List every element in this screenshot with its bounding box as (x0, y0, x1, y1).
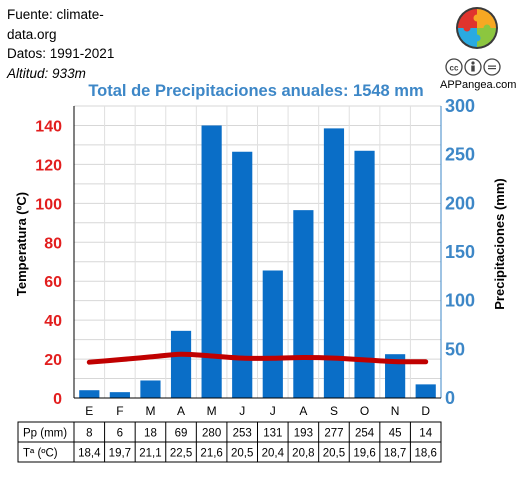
precipitation-bar (385, 354, 406, 398)
table-cell: 20,5 (323, 448, 345, 460)
table-cell: 21,6 (200, 448, 222, 460)
left-axis-ticks: 0 20 40 60 80 100 120 140 (35, 118, 62, 408)
table-cell: 193 (294, 428, 313, 440)
table-cell: 20,8 (292, 448, 314, 460)
left-tick-label: 0 (53, 391, 62, 408)
month-label: F (116, 404, 123, 418)
table-cell: 8 (86, 428, 92, 440)
month-label: D (421, 404, 430, 418)
left-tick-label: 140 (35, 118, 62, 135)
source-label: Fuente: climate- (7, 7, 104, 22)
right-tick-label: 300 (445, 96, 475, 116)
table-cell: 20,5 (231, 448, 253, 460)
metadata-block: Fuente: climate- data.org Datos: 1991-20… (7, 5, 114, 83)
table-cell: 22,5 (170, 448, 192, 460)
left-tick-label: 60 (44, 274, 62, 291)
month-label: J (239, 404, 245, 418)
temperature-line-layer (86, 351, 429, 365)
month-label: O (360, 404, 369, 418)
right-tick-label: 100 (445, 291, 475, 311)
precipitation-bar (354, 150, 375, 398)
month-label: S (330, 404, 338, 418)
month-label: N (391, 404, 400, 418)
table-cell: 254 (355, 428, 375, 440)
table-cell: 20,4 (262, 448, 285, 460)
precipitation-bar (323, 128, 345, 399)
table-cell: 18,4 (78, 448, 101, 460)
precipitation-bar (232, 151, 253, 398)
month-label: A (299, 404, 307, 418)
altitude: Altitud: 933m (7, 64, 114, 84)
table-cell: 19,6 (353, 448, 375, 460)
left-tick-label: 20 (44, 352, 62, 369)
table-cell: 280 (202, 428, 221, 440)
precipitation-bar (293, 210, 314, 398)
right-tick-label: 0 (445, 388, 455, 408)
table-cell: 6 (117, 428, 123, 440)
data-table: Pp (mm) 8 6 18 69 280 253 131 193 277 254 45 14 Tª (º… (17, 421, 442, 463)
table-cell: 19,7 (109, 448, 131, 460)
left-tick-label: 80 (44, 235, 62, 252)
table-cell: 18,7 (384, 448, 406, 460)
month-label: J (270, 404, 276, 418)
table-cell: 18 (144, 428, 157, 440)
table-cell: 69 (175, 428, 188, 440)
source-label-continued: data.org (7, 26, 57, 42)
svg-text:cc: cc (450, 64, 459, 73)
temperature-line (86, 351, 429, 365)
chart-title: Total de Precipitaciones anuales: 1548 m… (88, 82, 423, 100)
right-axis-label: Precipitaciones (mm) (492, 178, 507, 310)
left-tick-label: 100 (35, 196, 62, 213)
table-row-header: Tª (ºC) (23, 448, 58, 460)
brand-name: APPangea.com (440, 79, 517, 91)
left-tick-label: 120 (35, 157, 62, 174)
precipitation-bar (170, 330, 192, 398)
table-row-header: Pp (mm) (23, 428, 67, 440)
table-cell: 18,6 (415, 448, 437, 460)
month-label: A (177, 404, 185, 418)
table-cell: 131 (263, 428, 282, 440)
right-tick-label: 150 (445, 242, 475, 262)
table-cell: 45 (389, 428, 402, 440)
month-label: M (207, 404, 217, 418)
precipitation-bar (79, 390, 100, 398)
right-tick-label: 200 (445, 193, 475, 213)
altitude-value: 933m (52, 65, 86, 81)
month-label: M (145, 404, 155, 418)
axes (73, 106, 442, 399)
right-tick-label: 250 (445, 145, 475, 165)
precipitation-bars (79, 125, 436, 399)
right-tick-label: 50 (445, 339, 465, 359)
altitude-label: Altitud: (7, 65, 49, 81)
left-axis-label: Temperatura (ºC) (14, 192, 29, 296)
creative-commons-icon: cc (445, 58, 501, 76)
precipitation-bar (415, 384, 436, 398)
data-period: Datos: 1991-2021 (7, 46, 115, 61)
precipitation-bar (140, 380, 161, 398)
precipitation-bar (262, 270, 283, 398)
puzzle-logo-icon (456, 7, 498, 49)
precipitation-bar (201, 125, 222, 398)
table-cell: 253 (233, 428, 252, 440)
left-tick-label: 40 (44, 313, 62, 330)
month-label: E (85, 404, 93, 418)
right-axis-ticks: 0 50 100 150 200 250 300 (445, 96, 475, 408)
table-cell: 14 (419, 428, 432, 440)
table-cell: 21,1 (139, 448, 161, 460)
table-cell: 277 (324, 428, 343, 440)
precipitation-bar (109, 392, 130, 398)
